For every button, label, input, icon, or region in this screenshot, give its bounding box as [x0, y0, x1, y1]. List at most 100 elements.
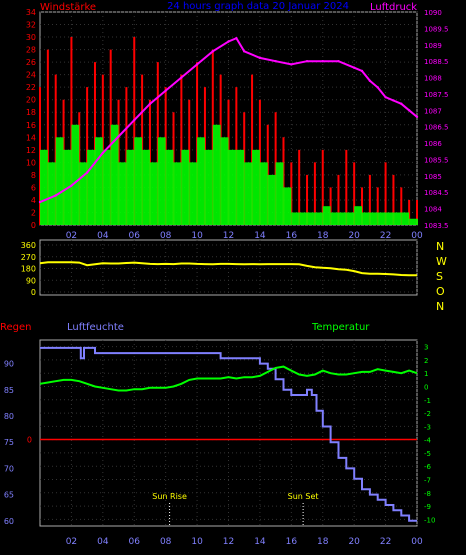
pressure-point [360, 69, 364, 73]
x-tick-label-top: 08 [160, 231, 172, 241]
wind-y-tick-label: 20 [26, 96, 36, 105]
humidity-temperature-series-layer: Sun Rise Sun Set [39, 346, 418, 526]
temperature-y-tick-label: -4 [424, 437, 432, 445]
humidity-line [40, 346, 417, 522]
direction-y-tick-label: 180 [21, 265, 36, 274]
x-tick-label-bottom: 10 [191, 537, 203, 547]
direction-y-tick-label: 270 [21, 253, 36, 262]
direction-letter-label: O [436, 285, 445, 298]
wind-y-tick-label: 30 [26, 33, 36, 42]
wind-average-bar [142, 149, 150, 225]
temperature-y-tick-label: -7 [424, 477, 431, 485]
wind-average-bar [417, 218, 418, 225]
temperature-y-tick-label: -5 [424, 450, 431, 458]
humidity-label: Luftfeuchte [67, 322, 124, 333]
x-tick-label-top: 22 [380, 231, 391, 241]
wind-y-tick-label: 4 [31, 196, 36, 205]
wind-average-bar [244, 162, 253, 225]
pressure-point [392, 99, 395, 102]
wind-average-bar [55, 137, 64, 225]
wind-average-bar [354, 206, 363, 225]
x-tick-label-top: 18 [317, 231, 329, 241]
wind-average-bar [181, 149, 190, 225]
x-tick-label-top: 06 [129, 231, 141, 241]
humidity-y-tick-label: 70 [4, 464, 14, 473]
wind-average-bar [385, 212, 394, 225]
direction-letter-label: W [436, 255, 447, 268]
temperature-y-tick-label: -1 [424, 397, 431, 405]
wind-average-bar [204, 149, 213, 225]
x-tick-label-bottom: 14 [254, 537, 266, 547]
humidity-y-tick-label: 80 [4, 412, 14, 421]
pressure-y-tick-label: 1085 [424, 173, 442, 181]
wind-y-tick-label: 2 [31, 208, 36, 217]
wind-average-bar [102, 149, 111, 225]
pressure-point [290, 63, 293, 66]
pressure-point [305, 59, 309, 63]
x-tick-label-bottom: 12 [223, 537, 234, 547]
pressure-y-tick-label: 1084 [424, 206, 442, 214]
humidity-y-tick-label: 85 [4, 386, 14, 395]
x-tick-label-bottom: 16 [286, 537, 298, 547]
wind-y-tick-label: 34 [26, 8, 36, 17]
pressure-point [274, 59, 277, 63]
wind-y-tick-label: 32 [26, 21, 36, 30]
wind-y-tick-label: 10 [26, 158, 36, 167]
temperature-y-tick-label: -8 [424, 490, 431, 498]
wind-average-bar [189, 162, 198, 225]
pressure-y-tick-label: 1088.5 [424, 58, 449, 66]
wind-average-bar [259, 162, 268, 225]
temperature-line [39, 365, 418, 392]
wind-average-bar [134, 137, 143, 225]
temperature-label: Temperatur [311, 322, 370, 333]
wind-average-bar [126, 149, 135, 225]
pressure-line [39, 36, 418, 204]
humidity-y-tick-label: 90 [4, 360, 14, 369]
x-tick-label-bottom: 02 [66, 537, 77, 547]
pressure-point [117, 135, 120, 138]
pressure-point [400, 102, 403, 105]
wind-average-bar [236, 149, 245, 225]
x-tick-label-bottom: 08 [160, 537, 172, 547]
pressure-point [321, 59, 324, 63]
x-tick-label-top: 12 [223, 231, 234, 241]
pressure-axis-title: Luftdruck [370, 2, 417, 13]
pressure-point [164, 89, 167, 92]
wind-average-bar [338, 212, 347, 225]
wind-average-bar [299, 212, 308, 225]
wind-average-bar [79, 162, 88, 225]
temperature-y-tick-label: -10 [424, 516, 435, 524]
pressure-point [407, 109, 411, 112]
pressure-series-layer [38, 36, 419, 204]
wind-average-bar [228, 149, 237, 225]
x-tick-label-top: 02 [66, 231, 77, 241]
chart-title: 24 hours graph data 20 Januar 2024 [167, 1, 349, 12]
pressure-point [195, 63, 199, 66]
pressure-point [38, 200, 42, 204]
wind-y-tick-label: 24 [26, 71, 36, 80]
wind-average-bar [330, 212, 339, 225]
wind-average-bar [283, 187, 292, 225]
wind-average-bar [252, 149, 260, 225]
wind-average-bar [197, 137, 205, 225]
pressure-point [258, 56, 262, 60]
pressure-point [368, 79, 372, 83]
wind-average-bar [87, 149, 95, 225]
direction-letter-label: N [436, 240, 444, 253]
pressure-point [85, 171, 89, 174]
wind-average-bar [71, 124, 80, 225]
wind-average-bar [377, 212, 386, 225]
pressure-point [227, 40, 230, 43]
wind-average-bar [110, 124, 119, 225]
pressure-point [133, 118, 136, 122]
wind-average-bar [212, 124, 221, 225]
x-tick-label-bottom: 18 [317, 537, 329, 547]
wind-average-bar [157, 137, 166, 225]
wind-average-bar [369, 212, 378, 225]
wind-average-bar [118, 162, 127, 225]
x-tick-label-top: 10 [191, 231, 203, 241]
pressure-point [376, 86, 379, 89]
wind-average-bar [409, 218, 417, 225]
